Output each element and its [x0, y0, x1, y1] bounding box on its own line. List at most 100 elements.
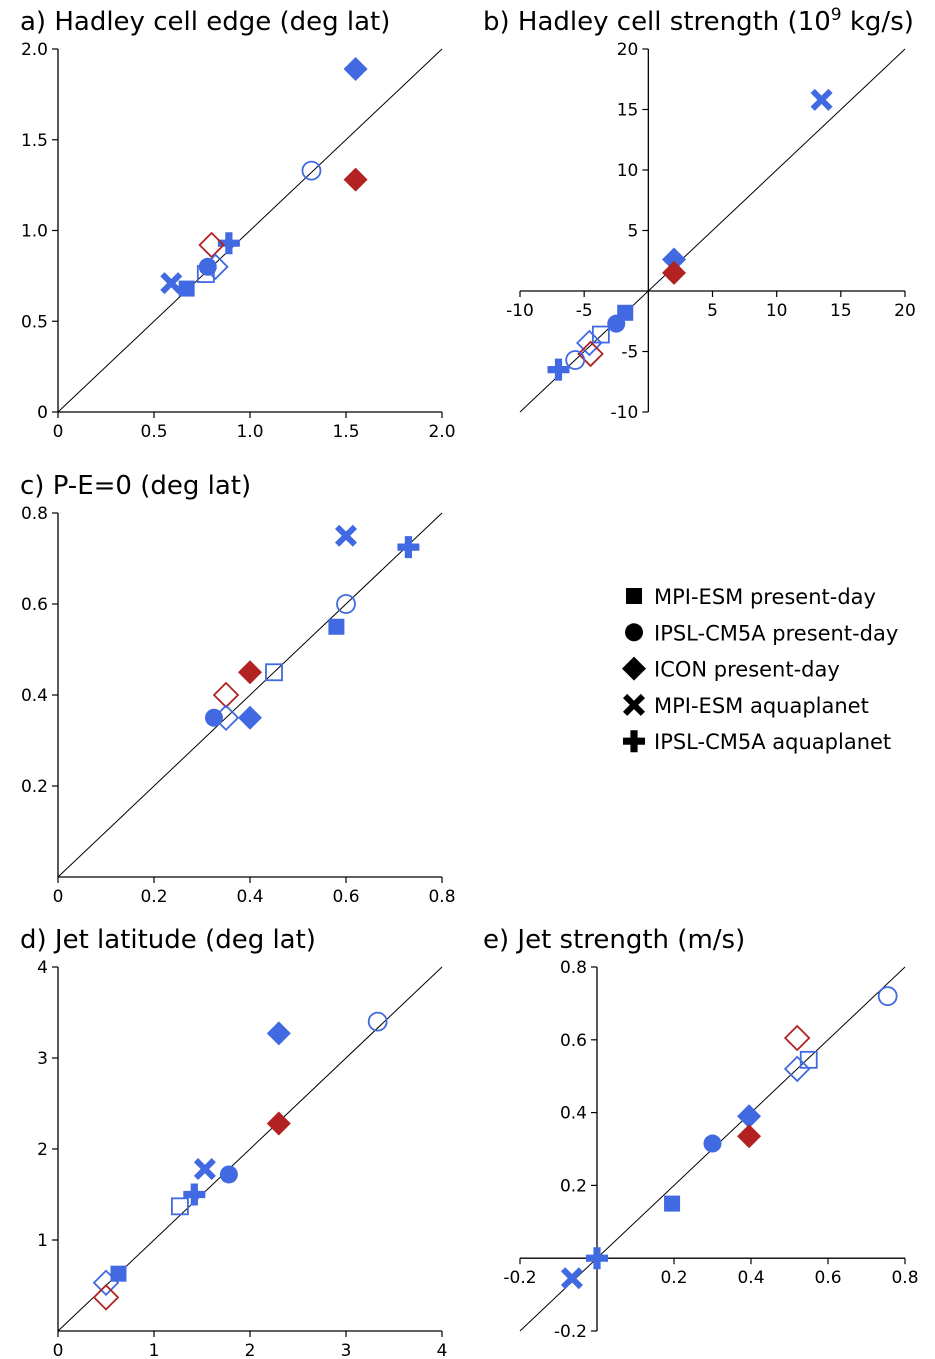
panel-a: a) Hadley cell edge (deg lat) 0 0.5 1.0 1.5 2… [20, 7, 456, 442]
legend-marker-circle [625, 623, 643, 642]
y-tick-label: 0.6 [560, 1031, 587, 1051]
legend-label: ICON present-day [654, 658, 840, 682]
legend-marker-plus [623, 730, 645, 753]
x-tick-label: 2 [245, 1341, 256, 1359]
y-tick-label: -10 [611, 403, 639, 423]
y-tick-label: 2 [37, 1140, 48, 1160]
x-tick-label: 1.0 [236, 422, 263, 442]
data-point-diamond [783, 1055, 811, 1083]
data-point-diamond [238, 705, 262, 730]
data-point-circle [703, 1134, 722, 1153]
data-point-circle [607, 314, 626, 333]
y-tick-label: 0 [37, 403, 48, 423]
data-point-diamond [783, 1024, 811, 1052]
y-tick-label: 10 [617, 161, 639, 181]
data-point-square [171, 1197, 189, 1216]
y-tick-label: -0.2 [554, 1322, 587, 1342]
data-point-square [265, 663, 283, 682]
data-point-plus [397, 536, 420, 559]
x-tick-label: 0 [53, 422, 64, 442]
y-tick-label: 0.5 [21, 312, 48, 332]
data-point-square [196, 265, 215, 283]
one-to-one-line [57, 48, 443, 413]
panel-c: c) P-E=0 (deg lat) 0 0.2 0.4 0.6 0.8 0.2 0.4 0.6… [20, 471, 456, 907]
data-point-square [664, 1195, 681, 1212]
legend-item-circle: IPSL-CM5A present-day [625, 621, 898, 645]
data-point-diamond [662, 247, 686, 272]
x-tick-label: 0.2 [660, 1268, 687, 1288]
x-tick-label: 0.4 [236, 887, 263, 907]
x-tick-label: 0 [53, 887, 64, 907]
legend-item-square: MPI-ESM present-day [626, 585, 876, 609]
x-tick-label: 0.6 [814, 1268, 841, 1288]
panel-title: b) Hadley cell strength (109 kg/s) [483, 5, 914, 37]
panel-d: d) Jet latitude (deg lat) 0 1 2 3 4 1 2 3 4 [20, 925, 447, 1359]
x-tick-label: 0.5 [140, 422, 167, 442]
legend-label: IPSL-CM5A present-day [654, 621, 898, 645]
data-point-circle [367, 1011, 388, 1032]
x-tick-label: 5 [707, 301, 718, 321]
panel-title: d) Jet latitude (deg lat) [20, 925, 316, 955]
legend-marker-diamond [622, 656, 646, 681]
y-tick-label: 1 [37, 1231, 48, 1251]
data-point-plus [586, 1247, 608, 1270]
y-tick-label: 0.8 [21, 504, 48, 524]
legend-item-plus: IPSL-CM5A aquaplanet [623, 730, 891, 754]
data-point-x [560, 1267, 583, 1290]
data-point-plus [547, 358, 570, 381]
data-point-diamond [737, 1124, 762, 1149]
data-point-plus [183, 1183, 206, 1206]
legend-label: IPSL-CM5A aquaplanet [654, 730, 891, 754]
x-tick-label: 0.6 [332, 887, 359, 907]
data-point-square [591, 325, 610, 344]
x-tick-label: 2.0 [428, 422, 455, 442]
y-tick-label: 1.0 [21, 222, 48, 242]
y-tick-label: -5 [621, 343, 638, 363]
data-point-square [110, 1265, 127, 1282]
data-point-circle [301, 160, 322, 181]
panel-e: e) Jet strength (m/s) -0.2 0.2 0.4 0.6 0.8 -0.… [483, 925, 919, 1342]
legend-label: MPI-ESM aquaplanet [654, 694, 869, 718]
legend: MPI-ESM present-day IPSL-CM5A present-day… [622, 585, 898, 754]
y-tick-label: 0.4 [21, 686, 48, 706]
data-point-diamond [92, 1269, 120, 1297]
x-tick-label: 0.8 [891, 1268, 918, 1288]
y-tick-label: 4 [37, 958, 48, 978]
data-point-diamond [343, 167, 368, 192]
data-point-diamond [662, 260, 686, 285]
data-point-diamond [212, 681, 240, 709]
data-point-circle [205, 708, 223, 727]
data-point-plus [217, 232, 240, 255]
y-tick-label: 1.5 [21, 131, 48, 151]
data-point-x [160, 272, 183, 295]
data-point-diamond [737, 1104, 762, 1129]
data-point-diamond [92, 1284, 120, 1311]
one-to-one-line [57, 512, 443, 878]
data-point-square [178, 280, 195, 297]
x-tick-label: 0 [53, 1341, 64, 1359]
data-point-circle [219, 1165, 238, 1184]
data-point-diamond [198, 231, 225, 259]
x-tick-label: -5 [576, 301, 593, 321]
y-tick-label: 0.8 [560, 958, 587, 978]
x-tick-label: 0.8 [428, 887, 455, 907]
y-tick-label: 3 [37, 1049, 48, 1069]
one-to-one-line [519, 48, 906, 413]
legend-item-diamond: ICON present-day [622, 656, 840, 682]
data-point-diamond [343, 56, 368, 81]
data-point-circle [565, 350, 586, 370]
data-point-diamond [266, 1111, 291, 1136]
legend-marker-square [626, 588, 642, 604]
y-tick-label: 15 [617, 101, 639, 121]
x-tick-label: 4 [437, 1341, 448, 1359]
data-point-diamond [577, 340, 604, 368]
y-tick-label: 2.0 [21, 40, 48, 60]
data-point-square [799, 1050, 818, 1069]
x-tick-label: -0.2 [503, 1268, 536, 1288]
x-tick-label: 15 [830, 301, 852, 321]
data-point-x [193, 1158, 216, 1181]
y-tick-label: 20 [617, 40, 639, 60]
data-point-x [335, 524, 357, 547]
data-point-square [328, 618, 345, 635]
